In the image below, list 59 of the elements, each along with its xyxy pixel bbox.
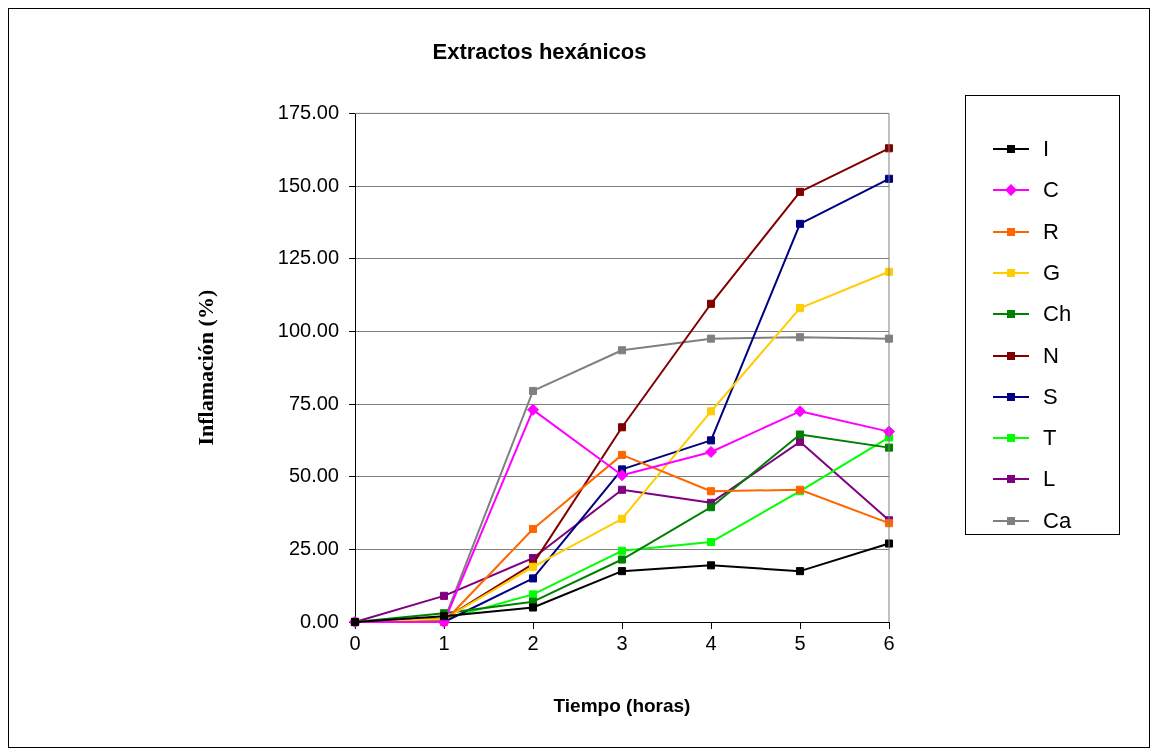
legend-label: L xyxy=(1043,466,1056,493)
y-axis-title: Inflamación (%) xyxy=(192,289,218,446)
point xyxy=(706,436,716,445)
point xyxy=(795,219,805,228)
point xyxy=(528,574,538,583)
point xyxy=(617,423,627,432)
point xyxy=(706,561,716,570)
y-tick-label: 75.00 xyxy=(288,391,339,414)
y-tick-label: 25.00 xyxy=(288,536,339,559)
y-tick-label: 175.00 xyxy=(277,100,339,123)
point xyxy=(617,450,627,459)
x-tick-label: 0 xyxy=(349,631,361,654)
legend-label: I xyxy=(1043,136,1050,162)
point xyxy=(795,333,805,342)
chart-title: Extractos hexánicos xyxy=(432,39,647,65)
point xyxy=(617,546,627,555)
point xyxy=(706,299,716,308)
point xyxy=(617,346,627,355)
legend-label: R xyxy=(1043,218,1059,245)
point xyxy=(617,485,627,494)
x-tick-label: 2 xyxy=(527,631,539,654)
y-tick-label: 125.00 xyxy=(277,246,339,269)
point xyxy=(795,187,805,196)
point xyxy=(706,407,716,416)
point xyxy=(617,555,627,564)
point xyxy=(794,405,806,418)
legend-label: Ch xyxy=(1043,301,1072,328)
point xyxy=(527,403,539,416)
point xyxy=(616,469,628,482)
legend-label: N xyxy=(1043,342,1059,369)
point xyxy=(528,386,538,395)
y-tick-label: 150.00 xyxy=(277,173,339,196)
x-tick-label: 4 xyxy=(705,631,717,654)
point xyxy=(706,503,716,512)
point xyxy=(705,445,717,458)
y-tick-label: 100.00 xyxy=(277,318,339,341)
x-tick-label: 5 xyxy=(794,631,806,654)
legend-label: Ca xyxy=(1043,507,1072,534)
point xyxy=(706,538,716,547)
point xyxy=(528,603,538,612)
point xyxy=(795,304,805,313)
y-tick-label: 0.00 xyxy=(300,609,339,632)
point xyxy=(439,591,449,600)
x-tick-label: 3 xyxy=(616,631,628,654)
x-tick-label: 6 xyxy=(883,631,895,654)
point xyxy=(706,334,716,343)
x-axis-title: Tiempo (horas) xyxy=(553,694,691,716)
point xyxy=(617,567,627,576)
point xyxy=(795,430,805,439)
x-tick-label: 1 xyxy=(438,631,450,654)
legend-label: C xyxy=(1043,177,1059,204)
point xyxy=(617,514,627,523)
point xyxy=(706,487,716,496)
legend-label: T xyxy=(1043,425,1057,452)
legend-label: S xyxy=(1043,383,1058,410)
point xyxy=(528,524,538,534)
y-tick-label: 50.00 xyxy=(288,464,339,487)
legend-label: G xyxy=(1043,259,1061,286)
point xyxy=(795,567,805,576)
